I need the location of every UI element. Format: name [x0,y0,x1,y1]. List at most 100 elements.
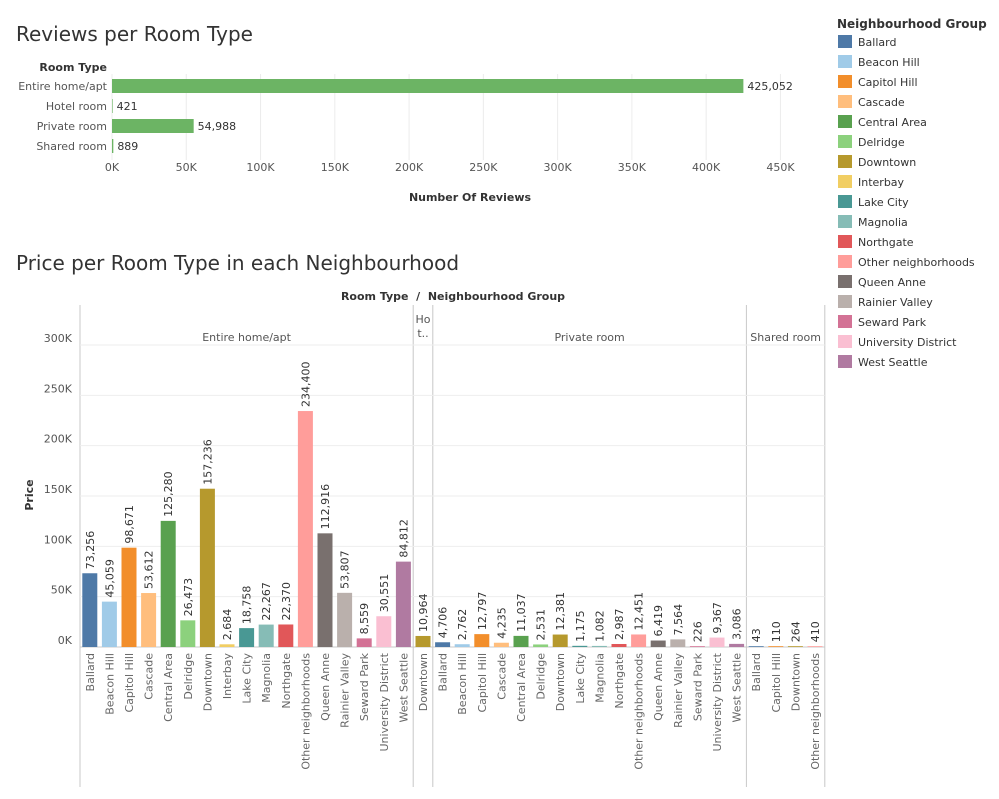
legend-label: Seward Park [858,316,927,329]
price-x-tick-label: Magnolia [593,653,606,703]
price-value-label: 8,559 [358,603,371,635]
price-x-tick-label: Delridge [535,653,548,700]
price-value-label: 26,473 [182,578,195,617]
price-value-label: 73,256 [84,531,97,570]
legend-swatch-seward-park [838,315,852,328]
legend-swatch-cascade [838,95,852,108]
price-bars [82,411,823,647]
price-bar-entire-home-apt-capitol-hill [121,547,137,647]
reviews-x-ticks: 0K 50K 100K 150K 200K 250K 300K 350K 400K 450K [105,161,795,174]
price-x-tick-label: Cascade [495,653,508,700]
price-x-tick-label: Queen Anne [652,653,665,721]
price-value-label: 98,671 [123,505,136,544]
price-panel-header: Private room [554,331,624,344]
price-bar-entire-home-apt-downtown [199,488,215,647]
price-x-ticks: Ballard Beacon Hill Capitol Hill Cascade Cen… [84,652,822,769]
price-y-axis-label: Price [23,479,36,510]
price-bar-entire-home-apt-seward-park [356,638,372,647]
price-x-tick-label: University District [711,652,724,751]
reviews-chart: Reviews per Room Type Room Type Entire h… [16,22,795,204]
price-value-label: 12,797 [476,592,489,631]
price-value-label: 12,381 [554,592,567,631]
price-bar-private-room-west-seattle [729,643,745,647]
legend-label: Northgate [858,236,914,249]
price-x-tick-label: Downtown [554,653,567,711]
reviews-value-label: 54,988 [198,120,237,133]
legend-swatch-beacon-hill [838,55,852,68]
price-chart-title: Price per Room Type in each Neighbourhoo… [16,251,459,275]
price-value-label: 12,451 [633,592,646,631]
price-y-tick-label: 300K [44,332,73,345]
price-x-tick-label: Lake City [241,653,254,704]
price-bar-private-room-other-neighborhoods [631,634,647,647]
legend-label: Other neighborhoods [858,256,975,269]
price-x-tick-label: Lake City [574,653,587,704]
price-bar-shared-room-ballard [748,646,764,647]
price-bar-private-room-ballard [435,642,451,647]
price-y-tick-label: 150K [44,483,73,496]
price-x-tick-label: Cascade [143,653,156,700]
price-value-label: 1,082 [593,610,606,642]
price-bar-private-room-delridge [533,644,549,647]
price-value-label: 22,267 [260,582,273,621]
price-bar-entire-home-apt-university-district [376,616,392,647]
reviews-category-label: Private room [37,120,107,133]
price-value-label: 2,684 [221,609,234,641]
price-chart-header: Room Type / Neighbourhood Group [341,290,565,303]
price-bar-entire-home-apt-delridge [180,620,196,647]
price-value-label: 18,758 [241,586,254,625]
price-bar-private-room-downtown [552,634,568,647]
price-x-tick-label: Delridge [182,653,195,700]
price-bar-private-room-rainier-valley [670,639,686,647]
legend-swatch-capitol-hill [838,75,852,88]
reviews-x-axis-label: Number Of Reviews [409,191,532,204]
price-bar-private-room-cascade [493,642,509,647]
legend-swatch-interbay [838,175,852,188]
legend-swatch-delridge [838,135,852,148]
reviews-x-tick-label: 150K [321,161,350,174]
price-value-label: 1,175 [574,610,587,642]
reviews-category-label: Hotel room [46,100,107,113]
price-value-label: 9,367 [711,602,724,634]
reviews-x-tick-label: 100K [246,161,275,174]
price-value-label: 4,235 [495,607,508,639]
price-bar-entire-home-apt-interbay [219,644,235,647]
price-x-tick-label: Capitol Hill [770,653,783,713]
price-x-tick-label: Other neighborhoods [299,653,312,770]
reviews-value-label: 421 [117,100,138,113]
legend-swatch-west-seattle [838,355,852,368]
legend-swatch-university-district [838,335,852,348]
legend: Neighbourhood Group Ballard Beacon Hill Ca… [837,17,987,369]
price-x-tick-label: Ballard [750,653,763,691]
legend-label: Beacon Hill [858,56,920,69]
price-value-label: 43 [750,628,763,642]
price-bar-entire-home-apt-beacon-hill [101,601,117,647]
price-panel-header: Entire home/apt [202,331,291,344]
price-x-tick-label: Central Area [162,653,175,722]
legend-label: Ballard [858,36,896,49]
price-panel-header: t.. [417,327,428,340]
price-x-tick-label: Magnolia [260,653,273,703]
price-value-label: 10,964 [417,593,430,632]
reviews-x-tick-label: 450K [766,161,795,174]
price-value-label: 84,812 [397,519,410,558]
reviews-bar-entire-home-apt [112,79,744,93]
reviews-value-label: 889 [117,140,138,153]
price-value-labels: 73,256 45,059 98,671 53,612 125,280 26,473 157… [84,362,822,643]
legend-label: Cascade [858,96,905,109]
price-value-label: 2,987 [613,608,626,640]
price-value-label: 234,400 [299,362,312,408]
price-value-label: 3,086 [731,608,744,640]
legend-swatch-rainier-valley [838,295,852,308]
room-type-header: Room Type [39,61,107,74]
reviews-x-tick-label: 200K [395,161,424,174]
price-value-label: 2,531 [535,609,548,641]
legend-swatch-northgate [838,235,852,248]
price-x-tick-label: Other neighborhoods [809,653,822,770]
price-x-tick-label: Seward Park [691,652,704,721]
legend-title: Neighbourhood Group [837,17,987,31]
reviews-x-tick-label: 250K [469,161,498,174]
price-x-tick-label: Interbay [221,653,234,700]
price-x-tick-label: Queen Anne [319,653,332,721]
